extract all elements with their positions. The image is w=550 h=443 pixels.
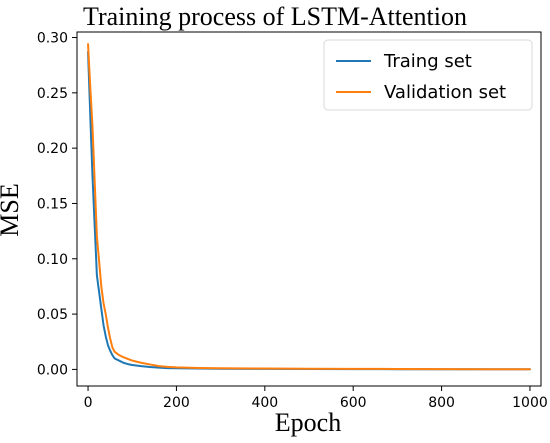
y-tick-label: 0.05	[37, 307, 68, 323]
legend-training-label: Traing set	[383, 51, 472, 72]
y-tick-label: 0.30	[37, 31, 68, 47]
x-axis-label: Epoch	[275, 408, 341, 437]
chart-title: Training process of LSTM-Attention	[83, 2, 467, 31]
y-tick-label: 0.20	[37, 141, 68, 157]
legend-box	[323, 39, 533, 111]
x-tick-label: 1000	[512, 395, 548, 411]
legend: Traing set Validation set	[323, 39, 533, 111]
y-axis-label: MSE	[0, 183, 24, 236]
legend-validation-label: Validation set	[384, 82, 506, 103]
y-tick-label: 0.15	[37, 196, 68, 212]
y-axis-ticks: 0.00 0.05 0.10 0.15 0.20 0.25 0.30	[37, 31, 77, 378]
x-tick-label: 600	[340, 395, 367, 411]
x-tick-label: 800	[428, 395, 455, 411]
x-tick-label: 200	[163, 395, 190, 411]
x-tick-label: 0	[84, 395, 93, 411]
y-tick-label: 0.10	[37, 252, 68, 268]
y-tick-label: 0.00	[37, 362, 68, 378]
validation-series-line	[87, 43, 531, 371]
y-tick-label: 0.25	[37, 86, 68, 102]
plot-frame	[76, 31, 542, 387]
x-axis-ticks: 0 200 400 600 800 1000	[84, 386, 548, 411]
series-layer	[87, 43, 531, 371]
x-tick-label: 400	[251, 395, 278, 411]
